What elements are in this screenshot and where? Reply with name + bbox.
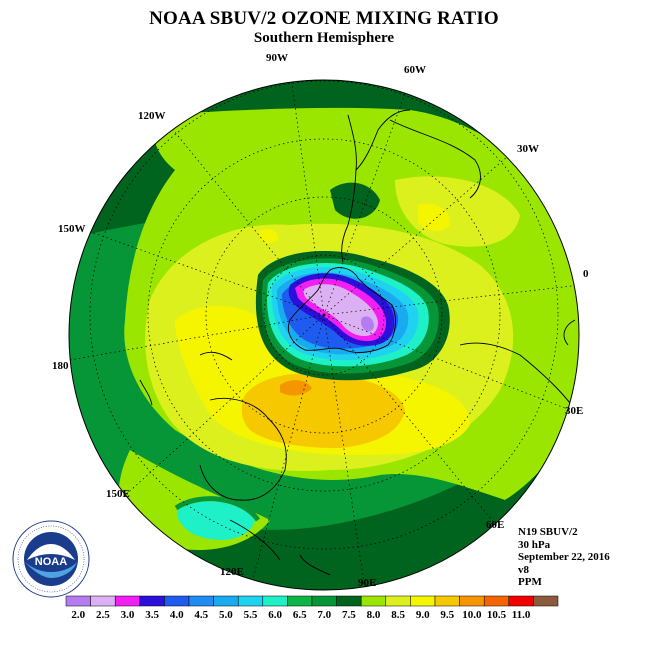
colorbar-tick-label: 9.5 — [440, 609, 454, 621]
colorbar-swatch — [237, 595, 264, 607]
colorbar-tick-label: 3.0 — [121, 609, 135, 621]
colorbar-swatch — [360, 595, 387, 607]
colorbar-tick-label: 7.5 — [342, 609, 356, 621]
lon-label-180: 180 — [52, 360, 69, 372]
vortex-ring-2-0 — [361, 316, 374, 332]
colorbar-swatch — [459, 595, 485, 607]
lon-label-90e: 90E — [358, 577, 377, 589]
coastlines — [139, 109, 576, 576]
field-green-ring-bottom — [174, 496, 261, 522]
field-yellow-spot — [418, 203, 451, 232]
colorbar-swatch — [311, 595, 337, 607]
field-yellow-lime-top — [395, 176, 520, 247]
colorbar-swatch — [139, 595, 165, 607]
lon-label-120e: 120E — [220, 566, 244, 578]
colorbar-tick-label: 5.0 — [219, 609, 233, 621]
lon-label-30e: 30E — [565, 405, 584, 417]
colorbar-swatch — [336, 595, 362, 607]
colorbar-tick-label: 5.5 — [244, 609, 258, 621]
field-teal — [177, 501, 255, 540]
noaa-logo-text: NOAA — [35, 556, 67, 568]
noaa-logo: NOAA — [12, 520, 90, 598]
colorbar-tick-label: 4.0 — [170, 609, 184, 621]
colorbar-tick-label: 11.0 — [512, 609, 531, 621]
lon-label-30w: 30W — [517, 143, 539, 155]
lon-label-90w: 90W — [266, 52, 288, 64]
colorbar-tick-label: 4.5 — [194, 609, 208, 621]
colorbar-swatch — [410, 595, 436, 607]
colorbar-swatch — [90, 595, 116, 607]
lon-label-60w: 60W — [404, 64, 426, 76]
lon-label-0: 0 — [583, 268, 589, 280]
lon-label-150w: 150W — [58, 223, 86, 235]
colorbar-tick-label: 7.0 — [317, 609, 331, 621]
pressure-level-label: 30 hPa — [518, 538, 551, 551]
colorbar-tick-label: 8.0 — [367, 609, 381, 621]
field-dark-spot — [330, 182, 380, 219]
meridians — [69, 80, 579, 590]
lon-label-120w: 120W — [138, 110, 166, 122]
colorbar-tick-label: 6.5 — [293, 609, 307, 621]
colorbar-swatch — [65, 595, 91, 607]
lon-label-60e: 60E — [486, 519, 505, 531]
colorbar-tick-label: 9.0 — [416, 609, 430, 621]
lon-label-150e: 150E — [106, 488, 130, 500]
colorbar-swatch — [213, 595, 239, 607]
colorbar-swatch — [188, 595, 214, 607]
field-dark-orange — [280, 380, 312, 396]
colorbar-swatch — [434, 595, 460, 607]
colorbar-swatch — [385, 595, 411, 607]
colorbar-swatch — [114, 595, 141, 607]
map-subtitle: Southern Hemisphere — [253, 30, 395, 46]
colorbar-tick-label: 2.5 — [96, 609, 110, 621]
colorbar-swatch — [483, 595, 510, 607]
colorbar-tick-label: 8.5 — [391, 609, 405, 621]
vortex-ring-2-5 — [303, 284, 378, 336]
info-block: N19 SBUV/2 30 hPa September 22, 2016 v8 … — [518, 526, 610, 589]
colorbar-swatch — [287, 595, 313, 607]
units-label: PPM — [518, 576, 542, 588]
version-label: v8 — [518, 563, 529, 576]
map-title: NOAA SBUV/2 OZONE MIXING RATIO — [149, 8, 499, 29]
colorbar-tick-label: 3.5 — [145, 609, 159, 621]
map-border — [68, 79, 580, 591]
field-yellow-spot-2 — [258, 229, 279, 244]
colorbar-swatch — [164, 595, 190, 607]
latitude-circles — [89, 80, 559, 550]
colorbar-tick-label: 10.5 — [487, 609, 507, 621]
colorbar-swatch — [508, 595, 534, 607]
colorbar-swatch — [533, 595, 559, 607]
colorbar-tick-label: 10.0 — [462, 609, 482, 621]
date-label: September 22, 2016 — [518, 551, 610, 563]
colorbar-swatch — [262, 595, 288, 607]
colorbar-tick-label: 6.0 — [268, 609, 282, 621]
instrument-label: N19 SBUV/2 — [518, 526, 578, 538]
colorbar-tick-label: 2.0 — [71, 609, 85, 621]
